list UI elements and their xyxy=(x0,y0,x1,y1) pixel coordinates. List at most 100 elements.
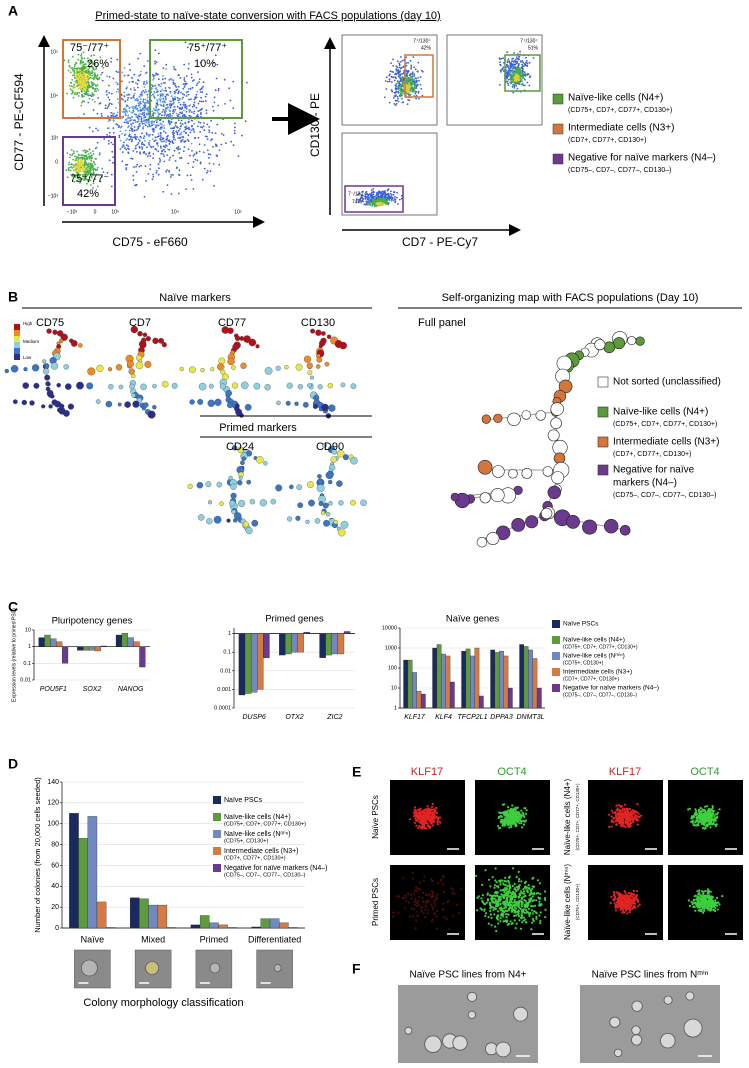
som-node xyxy=(227,402,233,408)
event-dot xyxy=(401,98,403,100)
nucleus xyxy=(523,813,525,815)
som-node xyxy=(229,500,235,506)
som-node xyxy=(317,474,321,478)
legend-swatch xyxy=(552,652,560,660)
event-dot xyxy=(129,117,131,119)
event-dot xyxy=(72,88,74,90)
som-node xyxy=(188,484,193,489)
event-dot xyxy=(515,59,517,61)
event-dot xyxy=(218,88,220,90)
event-dot xyxy=(146,113,148,115)
event-dot xyxy=(125,111,127,113)
som-node xyxy=(313,404,318,409)
nucleus xyxy=(512,819,514,821)
event-dot xyxy=(396,197,398,199)
som-node xyxy=(316,364,320,368)
event-dot xyxy=(392,59,394,61)
event-dot xyxy=(82,61,84,63)
event-dot xyxy=(82,150,84,152)
event-dot xyxy=(139,153,141,155)
event-dot xyxy=(120,130,122,132)
bar xyxy=(39,638,45,647)
nucleus xyxy=(433,816,435,818)
event-dot xyxy=(417,71,419,73)
event-dot xyxy=(143,114,145,116)
event-dot xyxy=(129,94,131,96)
som-node xyxy=(338,529,345,536)
event-dot xyxy=(163,67,165,69)
event-dot xyxy=(127,145,129,147)
event-dot xyxy=(422,71,424,73)
event-dot xyxy=(197,114,199,116)
event-dot xyxy=(395,77,397,79)
event-dot xyxy=(92,72,94,74)
event-dot xyxy=(162,98,164,100)
event-dot xyxy=(93,153,95,155)
event-dot xyxy=(94,72,96,74)
event-dot xyxy=(410,66,412,68)
event-dot xyxy=(522,70,524,72)
event-dot xyxy=(78,154,80,156)
event-dot xyxy=(392,197,394,199)
event-dot xyxy=(72,85,74,87)
bar xyxy=(466,649,470,708)
event-dot xyxy=(186,111,188,113)
event-dot xyxy=(145,108,147,110)
event-dot xyxy=(147,94,149,96)
event-dot xyxy=(520,72,522,74)
event-dot xyxy=(139,53,141,55)
event-dot xyxy=(97,142,99,144)
event-dot xyxy=(127,152,129,154)
event-dot xyxy=(134,129,136,131)
event-dot xyxy=(198,121,200,123)
event-dot xyxy=(169,124,171,126)
y-tick-label: 0.01 xyxy=(220,668,231,674)
som-node xyxy=(336,481,342,487)
event-dot xyxy=(514,63,516,65)
event-dot xyxy=(73,150,75,152)
event-dot xyxy=(72,164,74,166)
event-dot xyxy=(74,93,76,95)
nucleus xyxy=(510,818,512,820)
event-dot xyxy=(158,167,160,169)
event-dot xyxy=(193,111,195,113)
event-dot xyxy=(185,188,187,190)
som-node xyxy=(321,331,325,335)
event-dot xyxy=(193,155,195,157)
event-dot xyxy=(139,140,141,142)
event-dot xyxy=(512,84,514,86)
event-dot xyxy=(131,116,133,118)
event-dot xyxy=(70,72,72,74)
event-dot xyxy=(188,88,190,90)
event-dot xyxy=(398,81,400,83)
event-dot xyxy=(116,91,118,93)
section-title: Naïve markers xyxy=(159,292,231,304)
event-dot xyxy=(199,78,201,80)
nucleus xyxy=(615,820,617,822)
som-node xyxy=(241,363,247,369)
event-dot xyxy=(512,81,514,83)
event-dot xyxy=(191,126,193,128)
event-dot xyxy=(396,100,398,102)
event-dot xyxy=(134,113,136,115)
event-dot xyxy=(138,120,140,122)
event-dot xyxy=(206,112,208,114)
bar xyxy=(261,919,270,928)
nucleus xyxy=(618,812,620,814)
event-dot xyxy=(181,107,183,109)
event-dot xyxy=(83,70,85,72)
som-node xyxy=(536,411,546,421)
event-dot xyxy=(147,96,149,98)
event-dot xyxy=(170,78,172,80)
event-dot xyxy=(198,137,200,139)
bar xyxy=(470,656,474,708)
bar xyxy=(332,634,338,654)
event-dot xyxy=(183,131,185,133)
event-dot xyxy=(146,102,148,104)
x-tick-label: NANOG xyxy=(118,686,144,693)
event-dot xyxy=(84,84,86,86)
event-dot xyxy=(191,143,193,145)
som-node xyxy=(548,486,561,499)
event-dot xyxy=(118,125,120,127)
som-node xyxy=(46,381,51,386)
